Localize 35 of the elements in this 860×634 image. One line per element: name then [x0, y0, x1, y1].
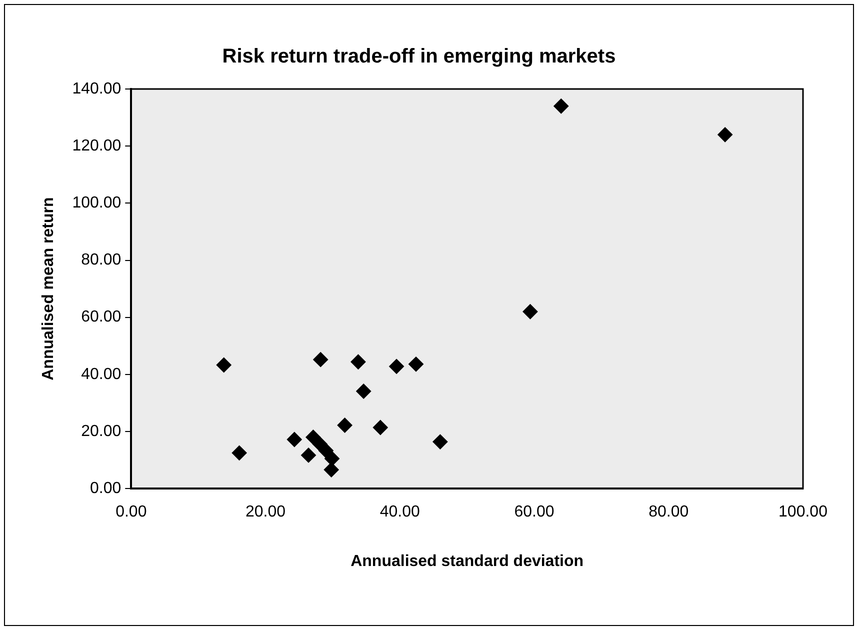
x-tick-label: 20.00 [245, 504, 286, 521]
y-tick-label: 40.00 [81, 366, 122, 383]
x-axis-title: Annualised standard deviation [350, 552, 584, 570]
point [522, 304, 538, 320]
point [408, 356, 424, 372]
point [216, 358, 232, 373]
y-tick-label: 60.00 [81, 308, 122, 326]
point [350, 354, 366, 370]
point [313, 352, 328, 368]
point [389, 358, 404, 374]
y-tick-label: 0.00 [90, 480, 122, 498]
chart-title: Risk return trade-off in emerging markets [222, 46, 616, 68]
y-tick-label: 140.00 [72, 80, 122, 98]
x-tick-label: 60.00 [514, 504, 554, 521]
point [324, 451, 340, 466]
point [356, 384, 372, 399]
point [372, 420, 388, 436]
point [324, 462, 339, 478]
y-tick-label: 20.00 [81, 422, 122, 440]
x-tick-label: 40.00 [380, 504, 420, 521]
point [318, 443, 334, 458]
y-tick-label: 100.00 [72, 194, 122, 212]
point [718, 127, 733, 142]
point [554, 98, 569, 114]
y-tick-label: 120.00 [72, 137, 122, 154]
point [337, 418, 352, 433]
x-tick-label: 0.00 [116, 504, 147, 521]
point [232, 445, 247, 460]
x-tick-label: 80.00 [648, 504, 689, 521]
y-axis-title: Annualised mean return [40, 197, 58, 380]
point [301, 448, 316, 463]
y-tick-label: 80.00 [81, 252, 122, 269]
x-tick-label: 100.00 [778, 504, 828, 521]
point [286, 432, 302, 448]
point [432, 434, 448, 450]
